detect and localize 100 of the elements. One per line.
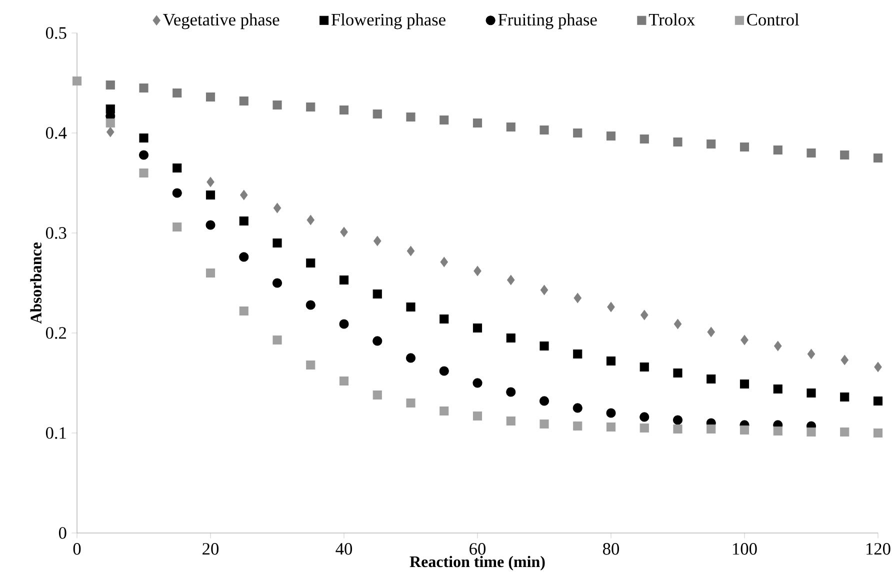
point xyxy=(272,335,282,345)
point xyxy=(239,306,248,316)
point xyxy=(606,356,616,366)
point xyxy=(406,398,416,408)
point xyxy=(472,323,482,333)
y-tick-label: 0.1 xyxy=(46,427,66,439)
point xyxy=(773,145,782,155)
point xyxy=(239,216,248,226)
point xyxy=(773,426,782,436)
point xyxy=(706,139,716,149)
point xyxy=(439,366,449,376)
point xyxy=(706,374,716,384)
point xyxy=(873,396,883,406)
point xyxy=(840,150,850,160)
point xyxy=(674,318,682,330)
point xyxy=(272,238,282,248)
point xyxy=(406,302,416,312)
point xyxy=(640,134,649,144)
point xyxy=(372,289,382,299)
point xyxy=(873,153,883,163)
point xyxy=(540,284,548,296)
x-tick-label: 0 xyxy=(73,543,81,555)
y-tick-label: 0.4 xyxy=(46,127,67,139)
point xyxy=(239,252,249,262)
point xyxy=(406,246,415,256)
point xyxy=(573,349,582,359)
point xyxy=(472,118,482,128)
point xyxy=(273,202,282,214)
y-tick-label: 0.5 xyxy=(46,27,66,39)
point xyxy=(572,403,582,413)
point xyxy=(406,353,416,363)
point xyxy=(673,368,682,378)
point xyxy=(206,92,216,102)
point xyxy=(640,310,648,320)
y-axis-title: Absorbance xyxy=(30,242,42,324)
point xyxy=(206,268,216,278)
point xyxy=(340,226,348,238)
point xyxy=(474,266,482,276)
legend-label: Flowering phase xyxy=(331,13,446,30)
point xyxy=(540,419,549,429)
x-tick-label: 120 xyxy=(866,543,890,555)
point xyxy=(806,148,816,158)
point xyxy=(272,278,282,288)
point xyxy=(706,424,716,434)
point xyxy=(139,168,148,178)
point xyxy=(172,188,182,198)
point xyxy=(874,362,882,372)
point xyxy=(606,131,616,141)
x-tick-label: 20 xyxy=(202,543,219,555)
point xyxy=(806,388,816,398)
point xyxy=(574,292,582,304)
point xyxy=(573,421,582,431)
point xyxy=(72,76,82,86)
point xyxy=(506,387,516,397)
point xyxy=(472,378,482,388)
point xyxy=(339,319,349,329)
point xyxy=(440,115,449,125)
point xyxy=(306,300,316,310)
point xyxy=(240,190,248,200)
point xyxy=(806,427,816,437)
point xyxy=(707,326,715,338)
point xyxy=(139,83,148,93)
point xyxy=(339,105,349,115)
point xyxy=(139,133,148,143)
point xyxy=(773,384,782,394)
point xyxy=(539,396,550,406)
point xyxy=(339,275,349,285)
point xyxy=(440,406,449,416)
legend-label: Control xyxy=(747,13,800,26)
legend-label: Vegetative phase xyxy=(163,13,280,30)
point xyxy=(374,236,382,246)
point xyxy=(206,176,214,188)
legend-label: Fruiting phase xyxy=(498,13,597,30)
point xyxy=(506,416,516,426)
x-tick-label: 40 xyxy=(336,543,352,555)
point xyxy=(106,118,115,128)
point xyxy=(606,408,616,418)
point xyxy=(573,128,582,138)
y-tick-label: 0.3 xyxy=(46,227,66,239)
point xyxy=(272,100,282,110)
point xyxy=(540,125,549,135)
point xyxy=(339,376,349,386)
point xyxy=(506,333,516,343)
point xyxy=(138,150,149,160)
point xyxy=(106,80,115,90)
point xyxy=(172,88,182,98)
point xyxy=(672,415,683,425)
point xyxy=(740,142,750,152)
point xyxy=(740,379,750,389)
point xyxy=(372,390,382,400)
point xyxy=(840,392,850,402)
point xyxy=(673,137,682,147)
y-tick-label: 0 xyxy=(58,527,66,539)
point xyxy=(774,340,782,352)
point xyxy=(206,220,216,230)
x-tick-label: 80 xyxy=(603,543,620,555)
point xyxy=(440,256,448,268)
point xyxy=(640,362,649,372)
point xyxy=(206,190,216,200)
point xyxy=(172,163,182,173)
